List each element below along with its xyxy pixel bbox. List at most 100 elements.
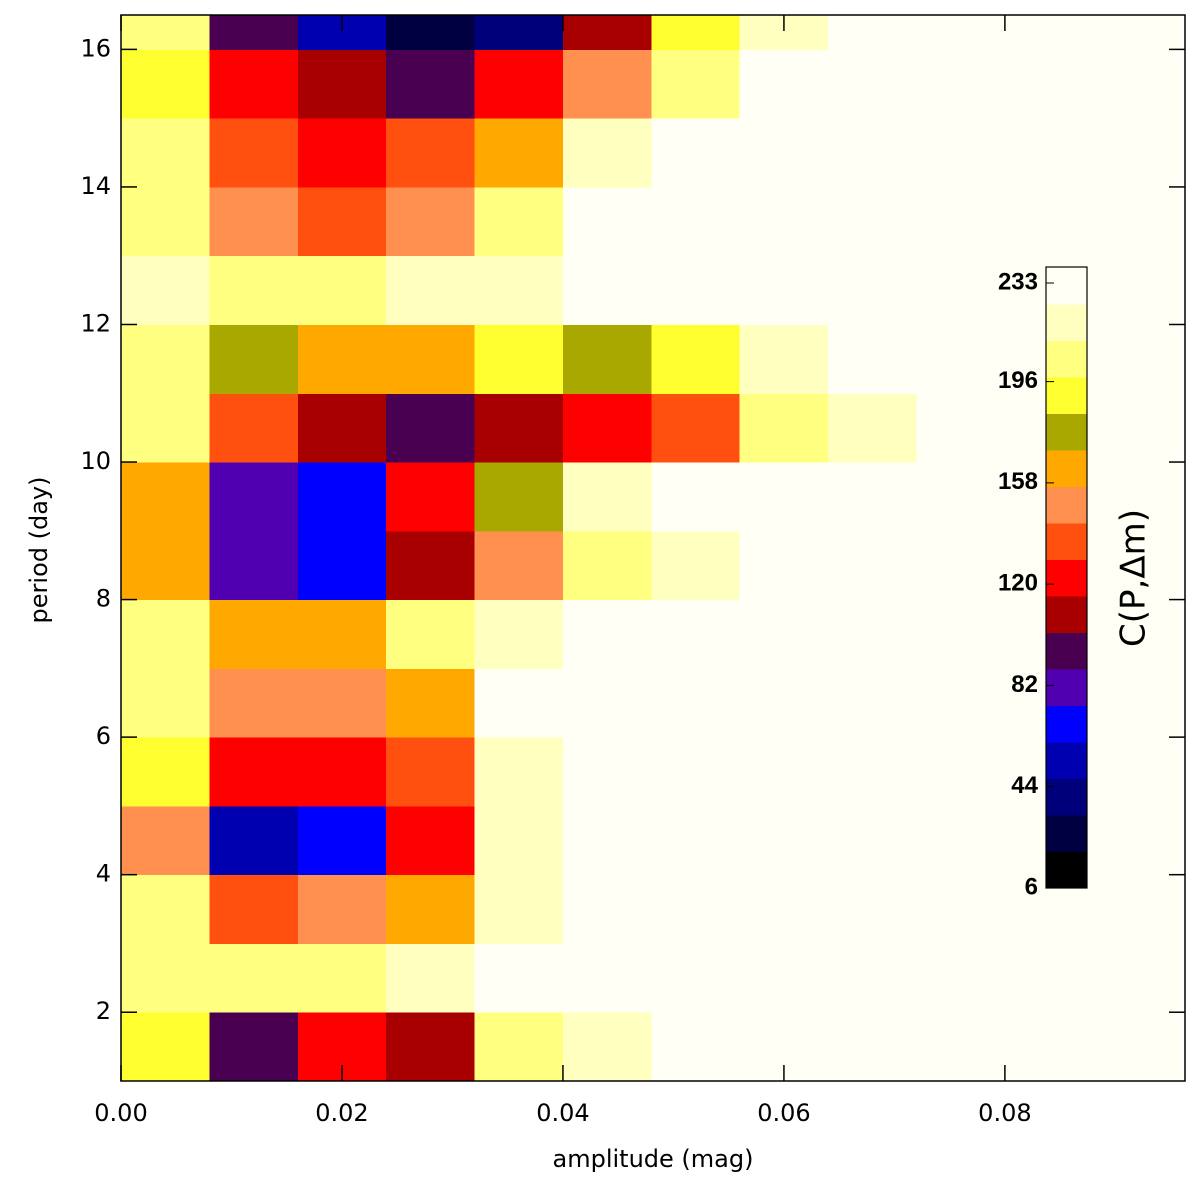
heat-cell (651, 1012, 741, 1081)
heat-cell (121, 393, 210, 463)
heat-cell (386, 186, 476, 257)
x-tick-label: 0.00 (94, 1099, 147, 1127)
heat-cell (739, 599, 829, 669)
heat-cell (916, 737, 1006, 807)
heat-cell (651, 324, 741, 394)
colorbar-band (1046, 413, 1087, 451)
colorbar-band (1046, 814, 1087, 852)
heat-cell (209, 805, 299, 876)
heat-cell (121, 118, 210, 188)
heat-cell (916, 255, 1006, 325)
colorbar-band (1046, 486, 1087, 524)
heat-cell (1004, 49, 1094, 119)
heat-cell (474, 393, 564, 463)
heat-cell (562, 874, 652, 944)
heat-cell (121, 943, 210, 1013)
heat-cell (562, 15, 652, 50)
y-tick-label: 12 (80, 309, 111, 337)
heat-cell (121, 49, 210, 119)
heat-cell (386, 118, 476, 188)
heat-cell (828, 1012, 918, 1081)
heat-cell (386, 49, 476, 119)
heat-cell (828, 943, 918, 1013)
heat-cell (121, 324, 210, 394)
heat-cell (121, 805, 210, 876)
heat-cell (474, 805, 564, 876)
y-axis-title: period (day) (25, 477, 53, 624)
heat-cell (916, 324, 1006, 394)
heat-cell (121, 737, 210, 807)
y-tick-label: 10 (80, 447, 111, 475)
colorbar-band (1046, 741, 1087, 779)
heat-cell (1093, 599, 1183, 669)
heat-cell (386, 15, 476, 50)
heat-cell (297, 599, 387, 669)
colorbar-tick-label: 82 (1011, 671, 1038, 698)
heat-cell (562, 255, 652, 325)
heat-cell (209, 255, 299, 325)
colorbar: 6 44 82 120 158 196 233 (998, 266, 1088, 900)
heat-cell (297, 324, 387, 394)
heatmap (121, 15, 1183, 1081)
heat-cell (121, 599, 210, 669)
heat-cell (916, 462, 1006, 532)
heat-cell (474, 737, 564, 807)
heat-cell (121, 1012, 210, 1081)
y-tick-label: 8 (96, 585, 111, 613)
y-tick-label: 16 (80, 34, 111, 62)
heat-cell (739, 118, 829, 188)
heat-cell (651, 943, 741, 1013)
heat-cell (651, 49, 741, 119)
heat-cell (297, 49, 387, 119)
heat-cell (828, 118, 918, 188)
heat-cell (739, 393, 829, 463)
heat-cell (386, 255, 476, 325)
heat-cell (828, 737, 918, 807)
heat-cell (916, 668, 1006, 738)
heat-cell (1093, 1012, 1183, 1081)
heat-cell (828, 15, 918, 50)
colorbar-band (1046, 522, 1087, 560)
heat-cell (474, 668, 564, 738)
heat-cell (1093, 393, 1183, 463)
x-tick-label: 0.06 (757, 1099, 810, 1127)
heat-cell (739, 255, 829, 325)
colorbar-band (1046, 449, 1087, 487)
heat-cell (209, 324, 299, 394)
colorbar-band (1046, 340, 1087, 378)
heat-cell (739, 186, 829, 257)
heat-cell (209, 943, 299, 1013)
heat-cell (739, 324, 829, 394)
heat-cell (1093, 324, 1183, 394)
heat-cell (739, 462, 829, 532)
colorbar-band (1046, 778, 1087, 816)
heat-cell (297, 805, 387, 876)
heat-cell (828, 668, 918, 738)
heat-cell (386, 530, 476, 601)
colorbar-frame (1045, 266, 1088, 889)
heat-cell (297, 737, 387, 807)
colorbar-band (1046, 668, 1087, 706)
colorbar-tick-label: 120 (998, 570, 1038, 597)
heat-cell (209, 49, 299, 119)
heat-cell (386, 668, 476, 738)
heat-cell (1093, 255, 1183, 325)
heat-cell (209, 1012, 299, 1081)
heat-cell (386, 599, 476, 669)
heat-cell (916, 118, 1006, 188)
x-tick-label: 0.08 (978, 1099, 1031, 1127)
heat-cell (651, 118, 741, 188)
heat-cell (916, 530, 1006, 601)
heat-cell (297, 874, 387, 944)
heat-cell (562, 393, 652, 463)
heat-cell (828, 324, 918, 394)
heat-cell (209, 530, 299, 601)
heat-cell (386, 462, 476, 532)
colorbar-band (1046, 595, 1087, 633)
heat-cell (121, 874, 210, 944)
colorbar-band (1046, 851, 1087, 889)
colorbar-band (1046, 303, 1087, 341)
heat-cell (1004, 943, 1094, 1013)
heat-cell (562, 1012, 652, 1081)
heat-cell (651, 255, 741, 325)
